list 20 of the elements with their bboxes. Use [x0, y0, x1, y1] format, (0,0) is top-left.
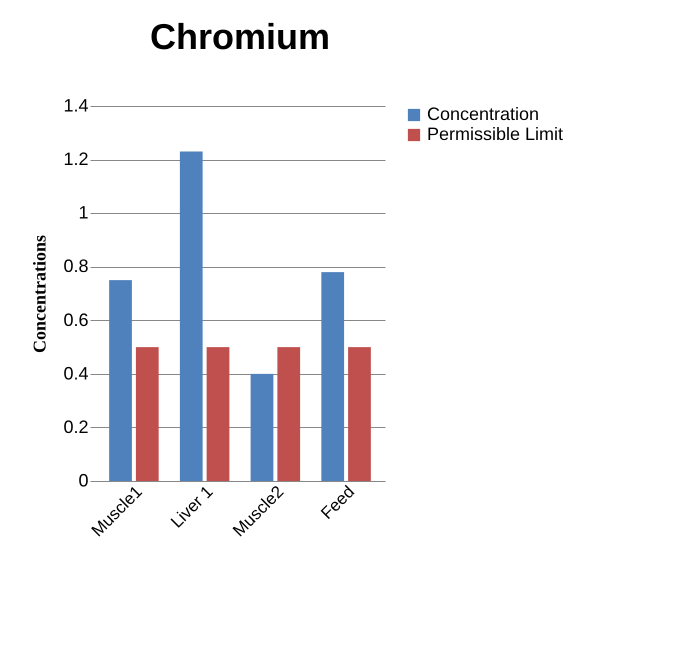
bar [277, 347, 300, 481]
bar [348, 347, 371, 481]
bar [180, 152, 203, 481]
y-tick-label: 0.6 [63, 310, 88, 330]
y-tick-label: 1.4 [63, 96, 88, 116]
legend-label: Permissible Limit [427, 124, 564, 144]
bar [206, 347, 230, 481]
bar [109, 280, 132, 481]
y-tick-label: 0.8 [63, 256, 88, 276]
legend-label: Concentration [427, 104, 540, 124]
y-tick-label: 1.2 [63, 149, 88, 170]
y-tick-label: 0 [78, 470, 88, 490]
y-tick-label: 0.2 [63, 416, 88, 437]
bar [136, 347, 159, 481]
chart-title: Chromium [150, 16, 330, 57]
y-tick-label: 1 [78, 202, 88, 223]
bar [321, 272, 344, 481]
y-tick-label: 0.4 [63, 363, 88, 384]
y-axis-title: Concentrations [29, 235, 50, 353]
bar [250, 374, 274, 481]
